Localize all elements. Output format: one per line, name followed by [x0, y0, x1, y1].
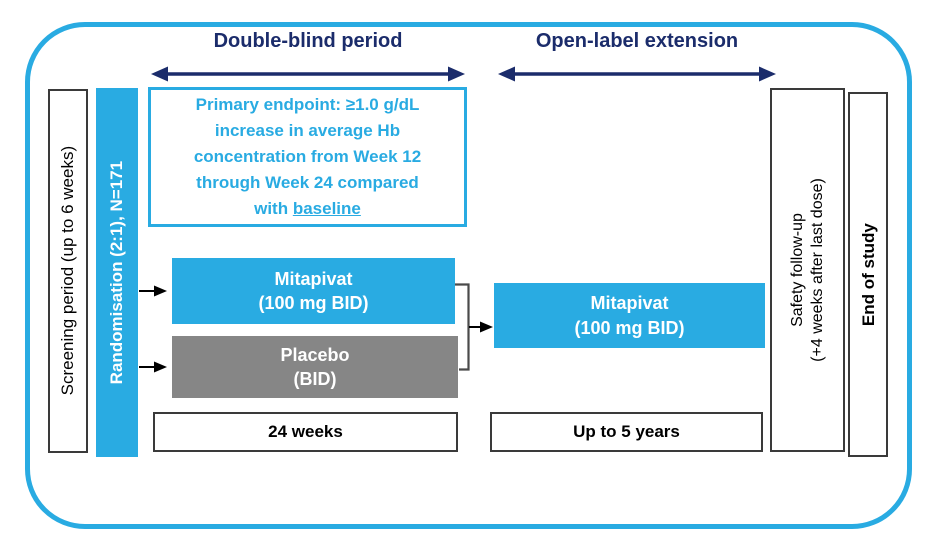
open-label-extension-label: Open-label extension [535, 30, 739, 52]
outer-border [25, 22, 912, 529]
randomisation-label: Randomisation (2:1), N=171 [107, 160, 127, 385]
primary-endpoint-baseline-link: baseline [292, 199, 361, 218]
end-of-study-label: End of study [858, 223, 878, 326]
primary-endpoint-text-main: Primary endpoint: ≥1.0 g/dL increase in … [193, 95, 422, 218]
mitapivat-open-label-box: Mitapivat (100 mg BID) [494, 283, 765, 348]
duration-up-to-5-years-box: Up to 5 years [490, 412, 763, 452]
randomisation-bar: Randomisation (2:1), N=171 [96, 88, 138, 457]
mitapivat-double-blind-box: Mitapivat (100 mg BID) [172, 258, 455, 324]
duration-24-weeks-box: 24 weeks [153, 412, 458, 452]
end-of-study-box: End of study [848, 92, 888, 457]
primary-endpoint-text: Primary endpoint: ≥1.0 g/dL increase in … [194, 92, 421, 222]
placebo-box: Placebo (BID) [172, 336, 458, 398]
safety-follow-up-box: Safety follow-up (+4 weeks after last do… [770, 88, 845, 452]
double-blind-period-label: Double-blind period [213, 30, 403, 52]
safety-follow-up-label: Safety follow-up (+4 weeks after last do… [788, 178, 826, 362]
screening-period-box: Screening period (up to 6 weeks) [48, 89, 88, 453]
primary-endpoint-box: Primary endpoint: ≥1.0 g/dL increase in … [148, 87, 467, 227]
screening-period-label: Screening period (up to 6 weeks) [58, 146, 78, 396]
